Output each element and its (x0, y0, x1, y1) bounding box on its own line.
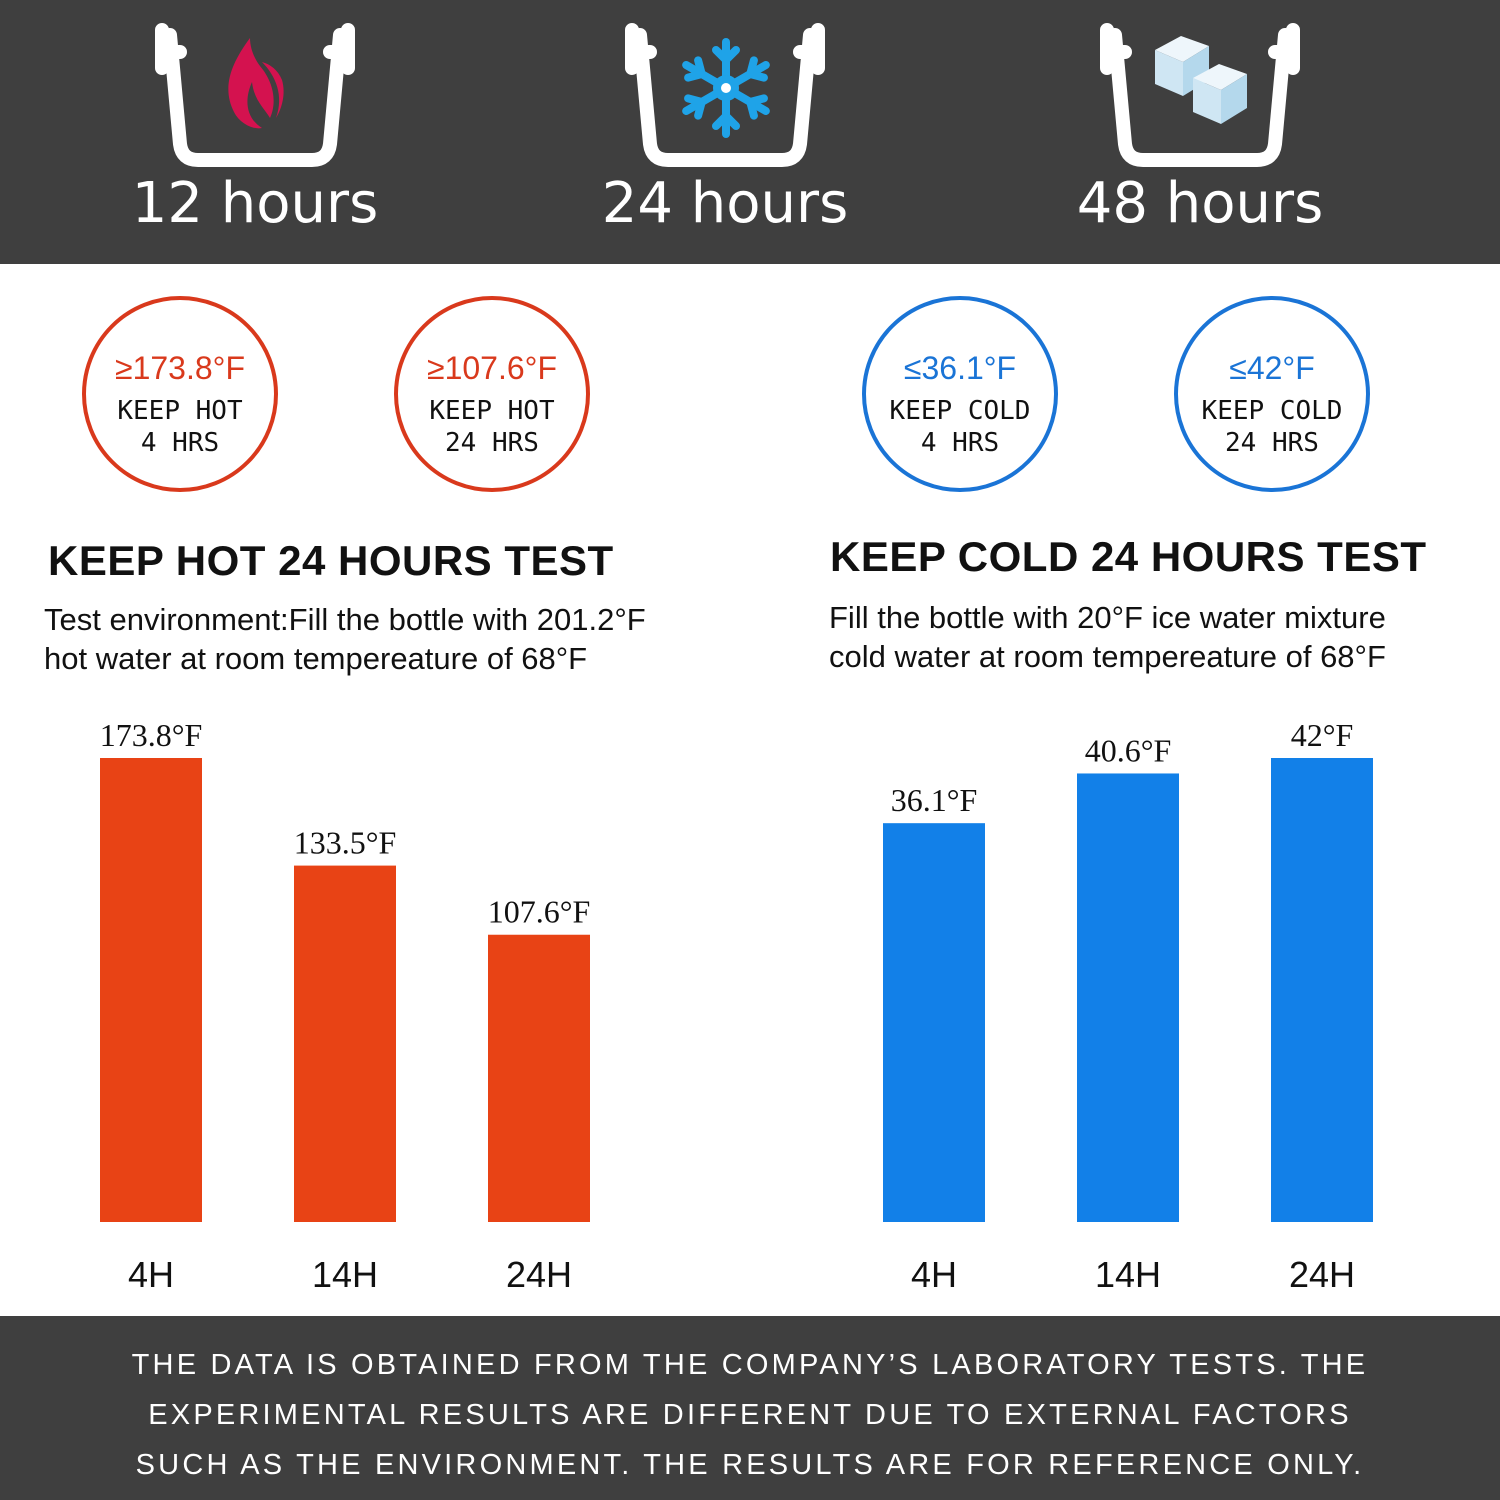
badge-temp: ≥173.8°F (115, 350, 245, 386)
hot-tick-label-1: 4H (128, 1254, 174, 1295)
cold-bar-2 (1077, 773, 1179, 1222)
hot-data-label-2: 133.5°F (294, 825, 397, 861)
badge-hot-24hrs: ≥107.6°F KEEP HOT 24 HRS (394, 296, 590, 492)
hot-bar-1 (100, 758, 202, 1222)
hot-bar-chart: 173.8°F 4H 133.5°F 14H 107.6°F 24H (100, 717, 591, 1295)
cold-data-label-3: 42°F (1291, 717, 1354, 753)
cold-data-label-1: 36.1°F (891, 782, 978, 818)
badge-line1: KEEP COLD (889, 396, 1031, 426)
ice-cubes-icon (1155, 36, 1247, 124)
cold-test-desc-line2: cold water at room tempereature of 68°F (829, 639, 1386, 674)
hot-test-desc-line1: Test environment:Fill the bottle with 20… (44, 602, 646, 637)
badge-temp: ≤36.1°F (903, 350, 1017, 386)
badge-temp: ≥107.6°F (427, 350, 557, 386)
badge-line2: 24 HRS (1225, 428, 1319, 458)
disclaimer-band: THE DATA IS OBTAINED FROM THE COMPANY’S … (0, 1316, 1500, 1500)
cold-test-desc-line1: Fill the bottle with 20°F ice water mixt… (829, 600, 1386, 635)
disclaimer: THE DATA IS OBTAINED FROM THE COMPANY’S … (30, 1340, 1470, 1490)
features-band: 12 hours 24 hours (0, 0, 1500, 264)
hot-bar-2 (294, 865, 396, 1222)
hot-test-heading: KEEP HOT 24 HOURS TEST (48, 537, 614, 584)
badge-line2: 24 HRS (445, 428, 539, 458)
badge-line2: 4 HRS (140, 428, 220, 458)
badge-line2: 4 HRS (920, 428, 1000, 458)
feature-label: 24 hours (601, 171, 849, 236)
hot-bar-3 (488, 934, 590, 1222)
snowflake-basin-icon (625, 23, 825, 167)
cold-tick-label-1: 4H (911, 1254, 957, 1295)
hot-test-desc-line2: hot water at room tempereature of 68°F (44, 641, 588, 676)
badge-cold-24hrs: ≤42°F KEEP COLD 24 HRS (1174, 296, 1370, 492)
disclaimer-line2: EXPERIMENTAL RESULTS ARE DIFFERENT DUE T… (148, 1399, 1352, 1431)
badge-hot-4hrs: ≥173.8°F KEEP HOT 4 HRS (82, 296, 278, 492)
cold-tick-label-2: 14H (1095, 1254, 1161, 1295)
feature-label: 12 hours (131, 171, 379, 236)
cold-bar-chart: 36.1°F 4H 40.6°F 14H 42°F 24H (883, 717, 1373, 1295)
feature-12-hours: 12 hours (95, 0, 415, 264)
feature-24-hours: 24 hours (565, 0, 885, 264)
flame-icon (228, 38, 284, 129)
hot-tick-label-3: 24H (506, 1254, 572, 1295)
badge-line1: KEEP HOT (117, 396, 243, 426)
hot-data-label-1: 173.8°F (100, 717, 203, 753)
badge-cold-4hrs: ≤36.1°F KEEP COLD 4 HRS (862, 296, 1058, 492)
feature-48-hours: 48 hours (1040, 0, 1360, 264)
disclaimer-line3: SUCH AS THE ENVIRONMENT. THE RESULTS ARE… (135, 1449, 1365, 1481)
badge-line1: KEEP COLD (1201, 396, 1343, 426)
badge-temp: ≤42°F (1229, 350, 1315, 386)
cold-bar-1 (883, 823, 985, 1222)
feature-label: 48 hours (1076, 171, 1324, 236)
badge-line1: KEEP HOT (429, 396, 555, 426)
flame-basin-icon (155, 23, 355, 167)
snowflake-icon (682, 38, 770, 138)
cold-bar-3 (1271, 758, 1373, 1222)
ice-cubes-basin-icon (1100, 23, 1300, 167)
cold-test-heading: KEEP COLD 24 HOURS TEST (830, 533, 1427, 580)
disclaimer-line1: THE DATA IS OBTAINED FROM THE COMPANY’S … (131, 1349, 1369, 1381)
cold-data-label-2: 40.6°F (1085, 732, 1172, 768)
hot-data-label-3: 107.6°F (488, 894, 591, 930)
hot-tick-label-2: 14H (312, 1254, 378, 1295)
cold-tick-label-3: 24H (1289, 1254, 1355, 1295)
